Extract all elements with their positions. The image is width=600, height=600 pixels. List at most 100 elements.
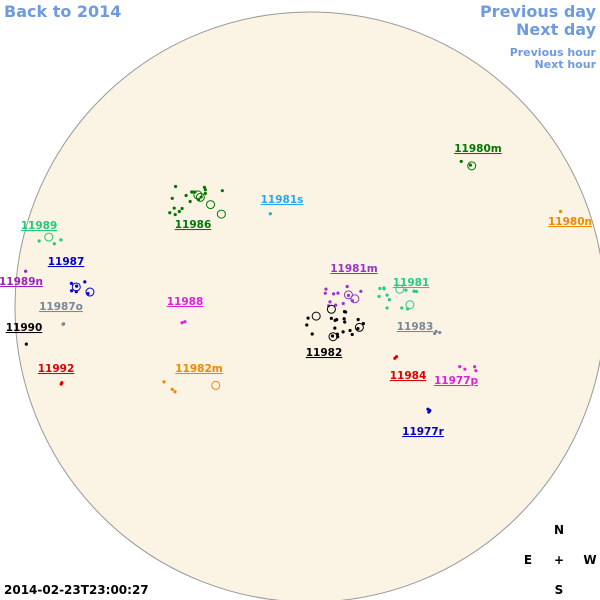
- sunspot: [305, 323, 309, 327]
- sunspot: [52, 242, 56, 246]
- sunspot: [394, 355, 399, 359]
- sunspot: [346, 293, 351, 297]
- region-label: 11989: [21, 220, 58, 232]
- sunspot: [203, 188, 207, 192]
- sunspot: [173, 212, 177, 217]
- sunspot: [83, 280, 87, 284]
- sunspot: [333, 318, 337, 322]
- sunspot: [188, 199, 192, 204]
- sunspot: [341, 301, 345, 306]
- sunspot: [378, 286, 382, 291]
- sunspot: [44, 232, 54, 242]
- sunspot: [385, 306, 389, 310]
- sunspot: [350, 332, 354, 337]
- sunspot: [458, 365, 462, 369]
- sunspot: [405, 300, 415, 310]
- sunspot: [173, 184, 178, 189]
- compass-north: N: [554, 523, 564, 537]
- sunspot: [69, 289, 74, 293]
- sunspot: [344, 310, 348, 314]
- sunspot: [180, 206, 184, 211]
- sunspot: [404, 288, 408, 292]
- region-label: 11981: [393, 277, 430, 289]
- sunspot: [361, 322, 365, 326]
- sunspot: [193, 190, 203, 200]
- region-label: 11987o: [39, 301, 83, 313]
- region-label: 11982: [306, 347, 343, 359]
- sunspot: [473, 365, 477, 369]
- sunspot: [206, 200, 216, 210]
- sunspot: [400, 306, 404, 310]
- region-label: 11980m: [454, 143, 502, 155]
- sunspot: [184, 193, 188, 198]
- sunspot: [343, 290, 353, 300]
- sunspot: [377, 294, 381, 299]
- sunspot: [459, 159, 463, 164]
- back-link[interactable]: Back to 2014: [4, 2, 121, 21]
- next-hour-link[interactable]: Next hour: [535, 58, 597, 71]
- sunspot: [359, 289, 363, 293]
- sunspot: [343, 320, 347, 324]
- sunspot: [341, 330, 345, 334]
- region-label: 11990: [6, 322, 43, 334]
- region-label: 11992: [38, 363, 75, 375]
- sunspot: [434, 329, 438, 334]
- sunspot: [162, 380, 166, 384]
- sunspot: [463, 367, 467, 371]
- sunspot: [75, 284, 79, 288]
- region-label: 11980n: [548, 216, 592, 228]
- sunspot: [356, 327, 360, 331]
- region-label: 11987: [48, 256, 85, 268]
- sunspot: [180, 321, 184, 325]
- sunspot: [406, 307, 410, 311]
- sunspot: [333, 326, 337, 330]
- region-label: 11983: [397, 321, 434, 333]
- sunspot: [345, 284, 349, 289]
- sunspot: [467, 161, 477, 171]
- sunspot: [348, 328, 352, 333]
- sunspot: [170, 196, 174, 200]
- previous-day-link[interactable]: Previous day: [480, 2, 597, 21]
- sunspot: [328, 332, 338, 342]
- sunspot: [433, 331, 437, 336]
- sunspot: [202, 185, 207, 189]
- previous-hour-link[interactable]: Previous hour: [510, 46, 597, 59]
- regions: 11980m 11981s 11986 11980n 11989 11987 11981m 1…: [0, 143, 592, 438]
- region-label: 11981s: [261, 194, 304, 206]
- region-label: 11988: [167, 296, 204, 308]
- sunspot: [24, 269, 28, 273]
- region-label: 11977p: [434, 375, 479, 387]
- sunspot: [323, 291, 327, 295]
- timestamp: 2014-02-23T23:00:27: [4, 583, 149, 597]
- region-label: 11989n: [0, 276, 43, 288]
- solar-disk: [14, 11, 600, 600]
- sunspot: [199, 195, 203, 199]
- sunspot: [211, 380, 221, 390]
- sunspot: [177, 209, 181, 214]
- sunspot: [220, 189, 224, 193]
- sunspot: [329, 316, 333, 320]
- sunspot: [85, 287, 95, 297]
- sunspot: [350, 299, 355, 303]
- sunspot: [24, 342, 28, 346]
- sunspot: [395, 284, 405, 294]
- sunspot: [324, 287, 328, 291]
- region-label: 11977r: [402, 426, 445, 438]
- region-label: 11982m: [175, 363, 223, 375]
- next-day-link[interactable]: Next day: [516, 20, 597, 39]
- sunspot: [183, 320, 187, 324]
- region-label: 11984: [390, 370, 427, 382]
- sunspot: [350, 294, 360, 304]
- sunspot: [170, 387, 174, 392]
- sunspot: [326, 304, 336, 314]
- sunspot: [191, 190, 195, 194]
- sunspot: [203, 191, 207, 196]
- sunspot: [86, 291, 90, 296]
- sunspot: [172, 206, 176, 210]
- sunspot: [385, 293, 389, 297]
- compass-west: W: [583, 553, 596, 567]
- sunspot: [330, 334, 335, 338]
- sunspot: [334, 303, 338, 307]
- sunspot: [60, 380, 64, 385]
